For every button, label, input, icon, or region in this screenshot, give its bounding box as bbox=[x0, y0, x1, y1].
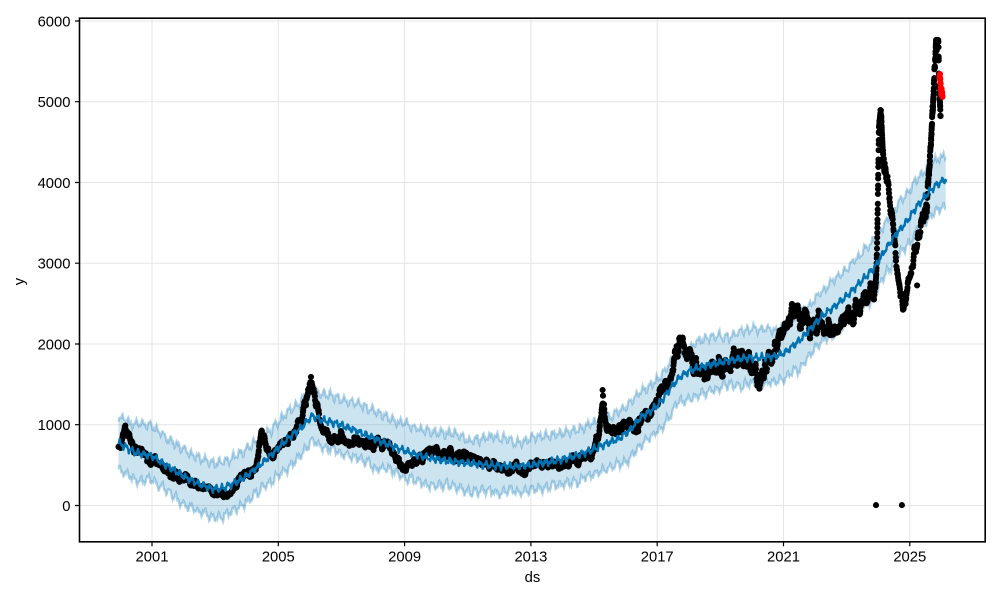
svg-text:0: 0 bbox=[62, 499, 70, 515]
svg-text:2000: 2000 bbox=[38, 337, 71, 353]
svg-text:3000: 3000 bbox=[38, 257, 71, 273]
svg-text:ds: ds bbox=[525, 570, 541, 586]
svg-text:2017: 2017 bbox=[641, 550, 674, 566]
svg-text:y: y bbox=[12, 277, 28, 285]
svg-text:4000: 4000 bbox=[38, 176, 71, 192]
svg-text:1000: 1000 bbox=[38, 418, 71, 434]
svg-text:5000: 5000 bbox=[38, 95, 71, 111]
svg-text:2025: 2025 bbox=[893, 550, 926, 566]
svg-text:2021: 2021 bbox=[767, 550, 800, 566]
svg-text:2013: 2013 bbox=[514, 550, 547, 566]
svg-text:2005: 2005 bbox=[262, 550, 295, 566]
svg-text:6000: 6000 bbox=[38, 14, 71, 30]
svg-text:2001: 2001 bbox=[136, 550, 169, 566]
svg-text:2009: 2009 bbox=[388, 550, 421, 566]
